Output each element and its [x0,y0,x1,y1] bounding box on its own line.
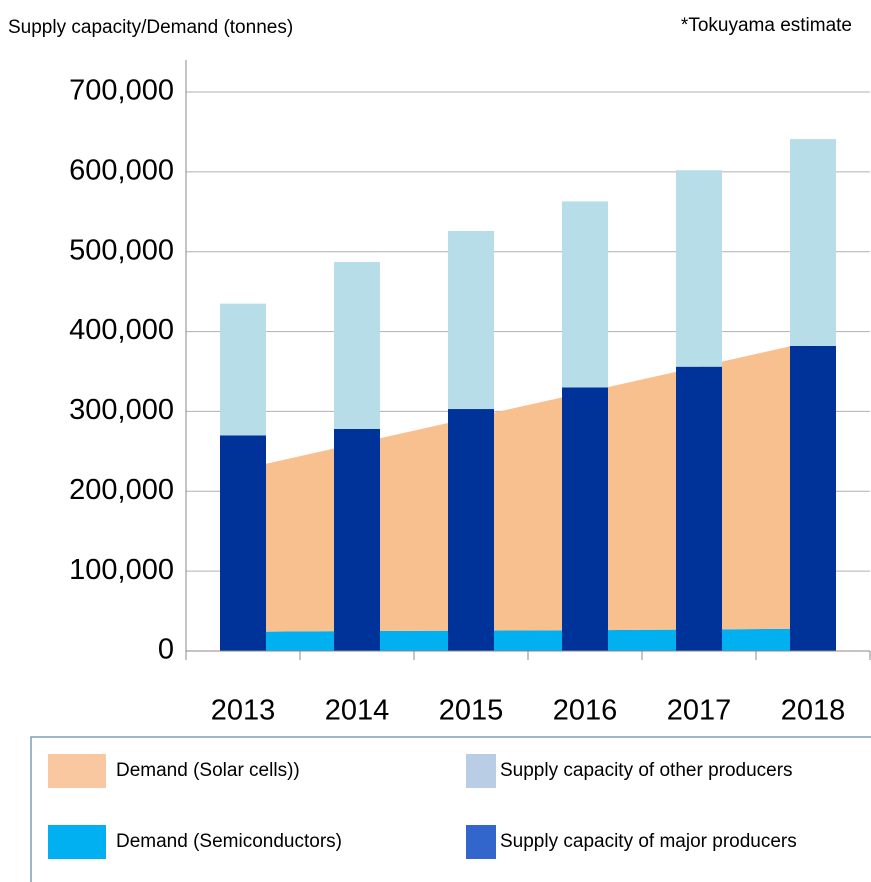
legend-swatch [466,825,496,859]
legend-swatch [466,754,496,788]
bar [334,262,380,429]
y-tick-label: 700,000 [69,75,174,107]
bar [448,409,494,651]
legend-label: Demand (Semiconductors) [116,831,342,852]
legend-label: Supply capacity of other producers [500,760,793,781]
legend-label: Supply capacity of major producers [500,831,797,852]
bar [334,428,380,651]
annotation: *Tokuyama estimate [681,15,852,36]
x-tick-label: 2018 [781,695,846,727]
bar [790,345,836,651]
bar [562,201,608,388]
legend-label: Demand (Solar cells)) [116,760,300,781]
y-tick-label: 500,000 [69,234,174,266]
legend-box [30,736,871,882]
x-tick-label: 2017 [667,695,732,727]
area [243,628,813,651]
bar [562,387,608,651]
area [243,341,813,632]
x-tick-label: 2016 [553,695,618,727]
x-tick-label: 2013 [211,695,276,727]
y-tick-label: 200,000 [69,474,174,506]
y-tick-label: 300,000 [69,394,174,426]
bar [790,139,836,346]
bar [220,303,266,436]
bar [220,435,266,651]
y-tick-label: 400,000 [69,314,174,346]
bar [448,230,494,410]
bar [676,366,722,651]
y-tick-label: 600,000 [69,155,174,187]
x-tick-label: 2015 [439,695,504,727]
x-tick-label: 2014 [325,695,390,727]
y-axis-label: Supply capacity/Demand (tonnes) [8,17,293,38]
y-tick-label: 100,000 [69,554,174,586]
legend-swatch [48,754,106,788]
y-tick-label: 0 [158,634,174,666]
legend-swatch [48,825,106,859]
bar [676,170,722,367]
